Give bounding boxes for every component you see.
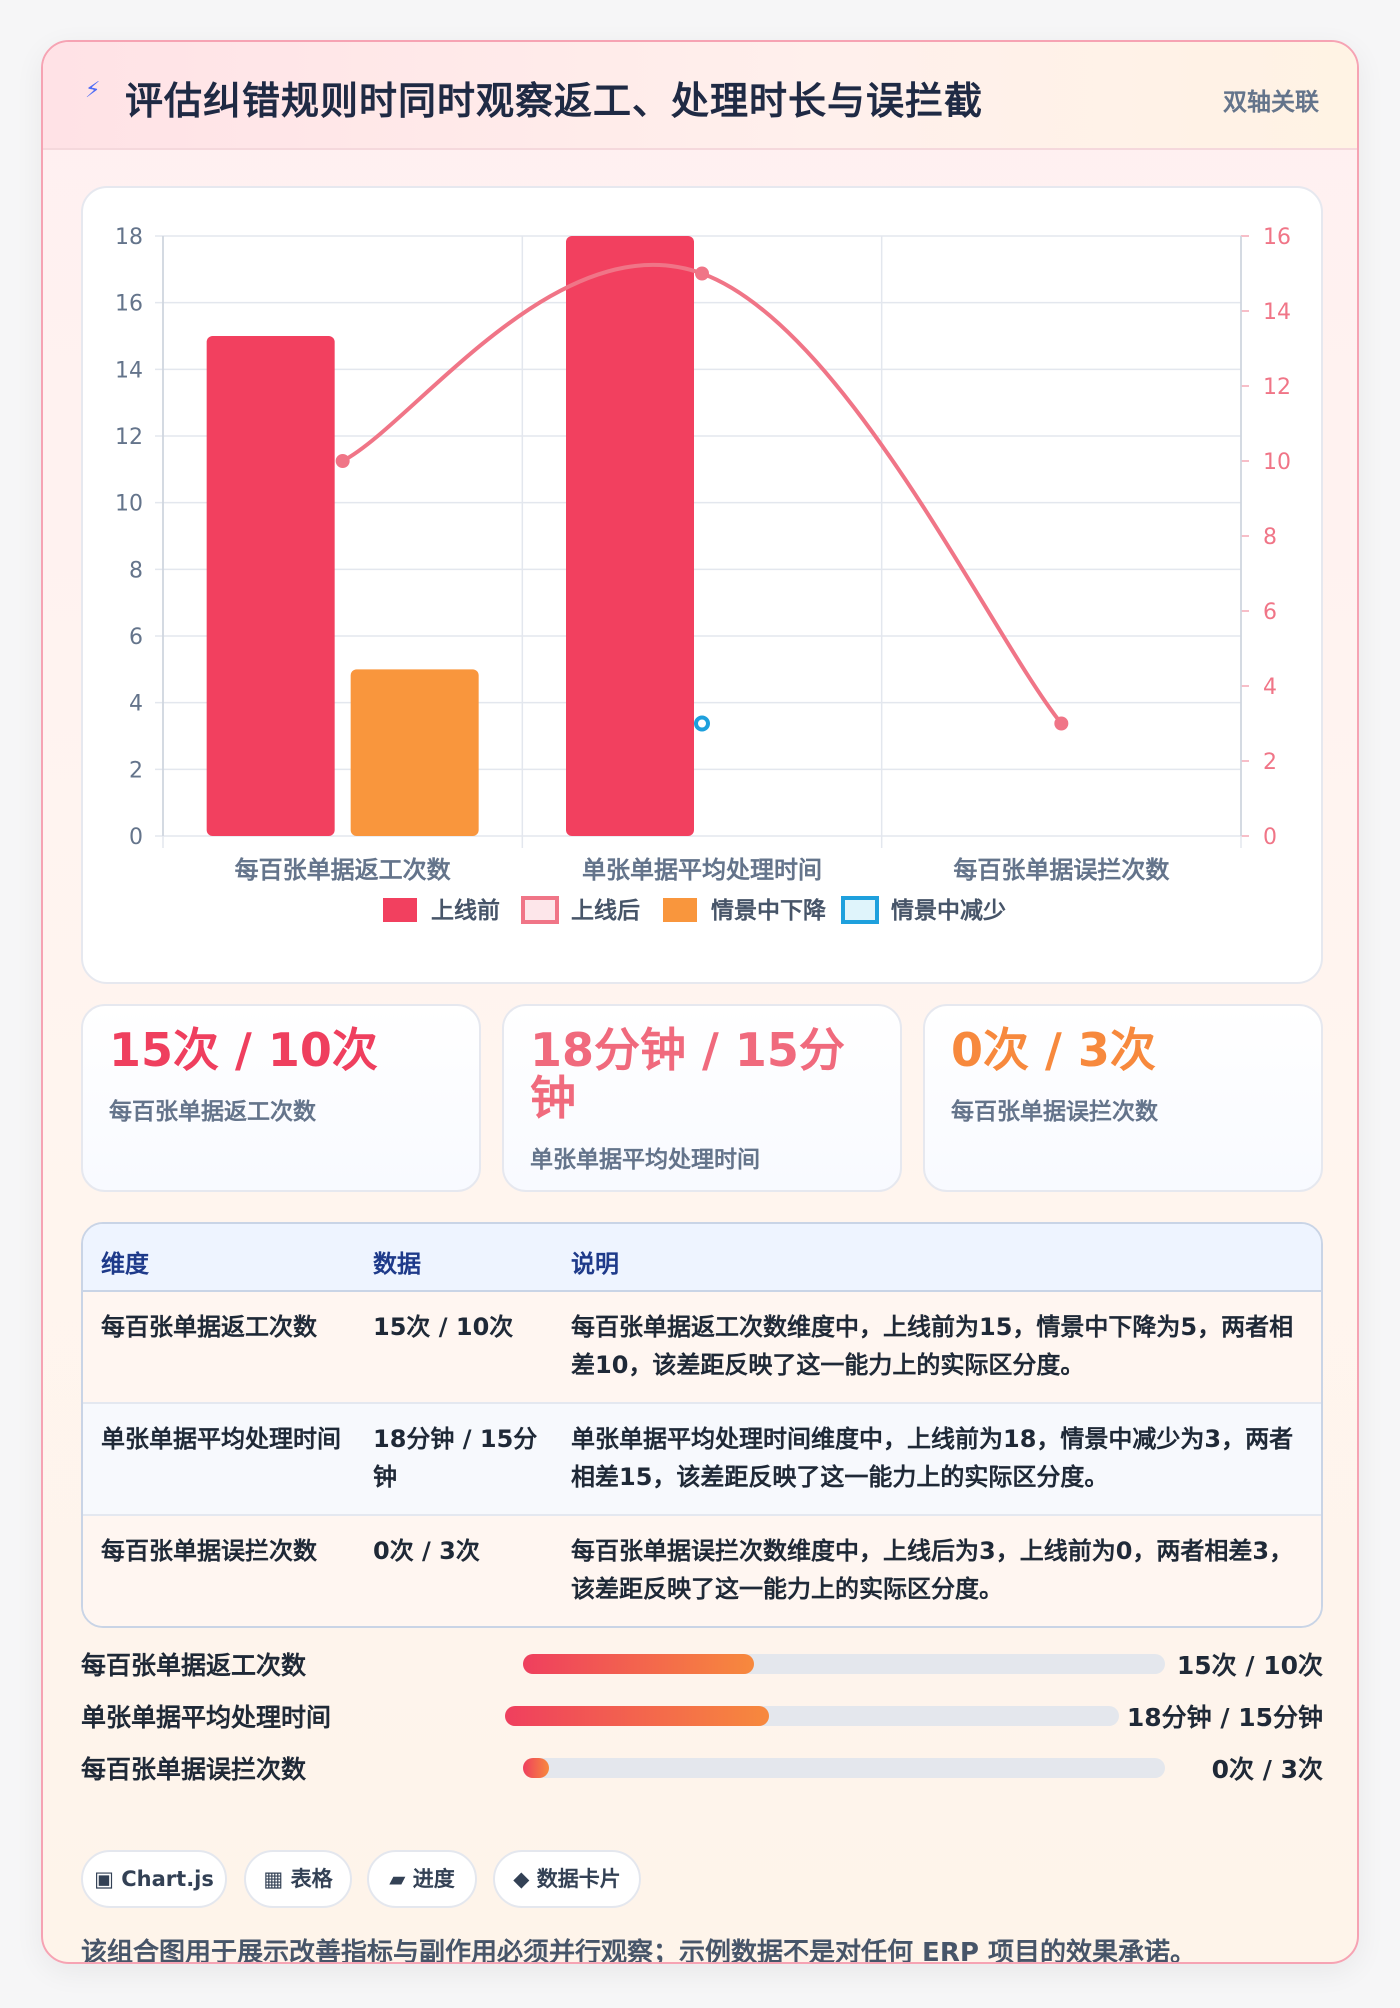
page-title: 评估纠错规则时同时观察返工、处理时长与误拦截 xyxy=(125,79,984,123)
x-tick-label: 单张单据平均处理时间 xyxy=(582,856,822,884)
point-after xyxy=(335,454,350,468)
combo-chart: 0 2 4 6 8 10 12 14 16 18 0 2 4 6 8 10 12 14 16 每百张单据返工次数 单张单… xyxy=(81,186,1323,984)
progress-track xyxy=(523,1758,1165,1778)
legend-label: 上线后 xyxy=(571,897,640,924)
bar-before xyxy=(566,236,694,836)
progress-fill xyxy=(505,1706,770,1726)
y-tick-label-left: 18 xyxy=(115,225,143,250)
legend-swatch xyxy=(663,898,697,922)
x-tick-label: 每百张单据返工次数 xyxy=(235,856,452,884)
progress-row-rework: 每百张单据返工次数 15次 / 10次 xyxy=(81,1642,1323,1682)
y-tick-label-right: 6 xyxy=(1263,600,1277,625)
table-cell: 每百张单据返工次数维度中，上线前为15，情景中下降为5，两者相差10，该差距反映… xyxy=(571,1313,1294,1379)
y-tick-label-left: 16 xyxy=(115,292,143,317)
pill-table[interactable]: ▦ 表格 xyxy=(244,1850,352,1908)
footer-note: 该组合图用于展示改善指标与副作用必须并行观察；示例数据不是对任何 ERP 项目的… xyxy=(81,1938,1196,1964)
legend-label: 上线前 xyxy=(431,897,500,924)
y-tick-label-right: 14 xyxy=(1263,300,1291,325)
y-tick-label-left: 8 xyxy=(129,558,143,583)
progress-row-time: 单张单据平均处理时间 18分钟 / 15分钟 xyxy=(81,1694,1323,1734)
legend-label: 情景中减少 xyxy=(891,898,1006,924)
bar-before xyxy=(206,336,335,836)
card-header: ⚡ 评估纠错规则时同时观察返工、处理时长与误拦截 双轴关联 xyxy=(43,42,1357,150)
main-card: ⚡ 评估纠错规则时同时观察返工、处理时长与误拦截 双轴关联 0 2 4 6 8 10 12 1… xyxy=(41,40,1359,1964)
table-row: 单张单据平均处理时间 18分钟 / 15分钟 单张单据平均处理时间维度中，上线前… xyxy=(83,1404,1321,1516)
line-series-after xyxy=(341,263,1063,725)
y-tick-label-left: 12 xyxy=(115,425,143,450)
stat-value: 18分钟 / 15分钟 xyxy=(530,1023,845,1125)
y-tick-label-left: 4 xyxy=(129,692,143,717)
progress-value: 0次 / 3次 xyxy=(1211,1755,1323,1784)
pill-cards[interactable]: ◆ 数据卡片 xyxy=(493,1850,641,1908)
stat-label: 每百张单据误拦次数 xyxy=(951,1099,1158,1125)
progress-fill xyxy=(523,1758,549,1778)
table-cell: 单张单据平均处理时间维度中，上线前为18，情景中减少为3，两者相差15，该差距反… xyxy=(571,1425,1294,1491)
progress-value: 15次 / 10次 xyxy=(1176,1651,1323,1680)
pill-label: 进度 xyxy=(412,1867,455,1891)
table-row: 每百张单据返工次数 15次 / 10次 每百张单据返工次数维度中，上线前为15，… xyxy=(83,1292,1321,1404)
pill-label: 表格 xyxy=(290,1867,333,1891)
legend-swatch xyxy=(841,896,879,924)
table-cell: 每百张单据误拦次数 xyxy=(101,1537,317,1565)
progress-label: 每百张单据误拦次数 xyxy=(81,1755,307,1784)
pill-label: Chart.js xyxy=(121,1867,214,1891)
point-reduce xyxy=(694,715,710,732)
stat-label: 每百张单据返工次数 xyxy=(109,1099,316,1125)
table-row: 每百张单据误拦次数 0次 / 3次 每百张单据误拦次数维度中，上线后为3，上线前… xyxy=(83,1516,1321,1626)
y-tick-label-right: 16 xyxy=(1263,225,1291,250)
y-tick-label-left: 14 xyxy=(115,358,143,383)
progress-label: 单张单据平均处理时间 xyxy=(81,1703,332,1732)
stat-value: 15次 / 10次 xyxy=(109,1023,378,1077)
data-table: 维度 数据 说明 每百张单据返工次数 15次 / 10次 每百张单据返工次数维度… xyxy=(81,1222,1323,1628)
progress-icon: ▰ xyxy=(389,1867,406,1891)
y-tick-label-right: 4 xyxy=(1263,675,1277,700)
table-header-cell: 数据 xyxy=(373,1250,421,1278)
pill-progress[interactable]: ▰ 进度 xyxy=(367,1850,477,1908)
y-tick-label-left: 6 xyxy=(129,625,143,650)
point-after xyxy=(695,266,709,281)
table-header-cell: 维度 xyxy=(101,1250,149,1278)
progress-label: 每百张单据返工次数 xyxy=(81,1651,307,1680)
table-cell: 18分钟 / 15分钟 xyxy=(373,1425,538,1491)
lightning-icon: ⚡ xyxy=(85,78,101,103)
pill-chartjs[interactable]: ▣ Chart.js xyxy=(81,1850,227,1908)
chart-canvas: 0 2 4 6 8 10 12 14 16 18 0 2 4 6 8 10 12 14 16 每百张单据返工次数 单张单… xyxy=(115,225,1291,924)
stat-card-block: 0次 / 3次 每百张单据误拦次数 xyxy=(923,1004,1323,1192)
stat-card-rework: 15次 / 10次 每百张单据返工次数 xyxy=(81,1004,481,1192)
table-cell: 单张单据平均处理时间 xyxy=(101,1425,341,1453)
card-icon: ◆ xyxy=(513,1867,530,1891)
chart-icon: ▣ xyxy=(94,1867,114,1891)
table-cell: 0次 / 3次 xyxy=(373,1537,480,1565)
progress-track xyxy=(523,1654,1165,1674)
stat-card-time: 18分钟 / 15分钟 单张单据平均处理时间 xyxy=(502,1004,902,1192)
table-header: 维度 数据 说明 xyxy=(83,1224,1321,1292)
y-tick-label-right: 12 xyxy=(1263,375,1291,400)
table-cell: 15次 / 10次 xyxy=(373,1313,514,1341)
y-tick-label-left: 0 xyxy=(129,825,143,850)
progress-row-block: 每百张单据误拦次数 0次 / 3次 xyxy=(81,1746,1323,1786)
pill-label: 数据卡片 xyxy=(536,1867,621,1891)
legend-label: 情景中下降 xyxy=(711,898,827,924)
legend-swatch xyxy=(383,898,417,922)
y-tick-label-left: 10 xyxy=(115,492,143,517)
header-tag: 双轴关联 xyxy=(1223,88,1319,116)
y-tick-label-left: 2 xyxy=(129,758,143,783)
point-after xyxy=(1054,716,1069,731)
progress-fill xyxy=(523,1654,755,1674)
y-tick-label-right: 0 xyxy=(1263,825,1277,850)
table-icon: ▦ xyxy=(263,1867,284,1891)
x-tick-label: 每百张单据误拦次数 xyxy=(953,856,1170,884)
y-tick-label-right: 8 xyxy=(1263,525,1277,550)
bar-decrease xyxy=(350,669,479,836)
legend-swatch xyxy=(521,896,559,924)
y-tick-label-right: 10 xyxy=(1263,450,1291,475)
stat-label: 单张单据平均处理时间 xyxy=(530,1147,760,1173)
table-cell: 每百张单据返工次数 xyxy=(101,1313,317,1341)
progress-track xyxy=(505,1706,1119,1726)
table-header-cell: 说明 xyxy=(571,1250,619,1278)
stat-value: 0次 / 3次 xyxy=(951,1023,1156,1077)
progress-value: 18分钟 / 15分钟 xyxy=(1126,1703,1323,1732)
table-cell: 每百张单据误拦次数维度中，上线后为3，上线前为0，两者相差3，该差距反映了这一能… xyxy=(571,1537,1294,1603)
y-tick-label-right: 2 xyxy=(1263,750,1277,775)
